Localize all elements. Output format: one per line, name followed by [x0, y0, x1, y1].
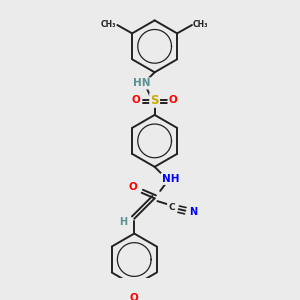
- Text: CH₃: CH₃: [193, 20, 208, 28]
- Text: HN: HN: [133, 78, 150, 88]
- Text: O: O: [132, 95, 140, 105]
- Text: O: O: [128, 182, 137, 192]
- Text: O: O: [130, 293, 139, 300]
- Text: C: C: [168, 203, 175, 212]
- Text: NH: NH: [162, 174, 179, 184]
- Text: S: S: [150, 94, 159, 106]
- Text: O: O: [169, 95, 178, 105]
- Text: CH₃: CH₃: [101, 20, 116, 28]
- Text: N: N: [190, 207, 198, 217]
- Text: H: H: [119, 217, 127, 226]
